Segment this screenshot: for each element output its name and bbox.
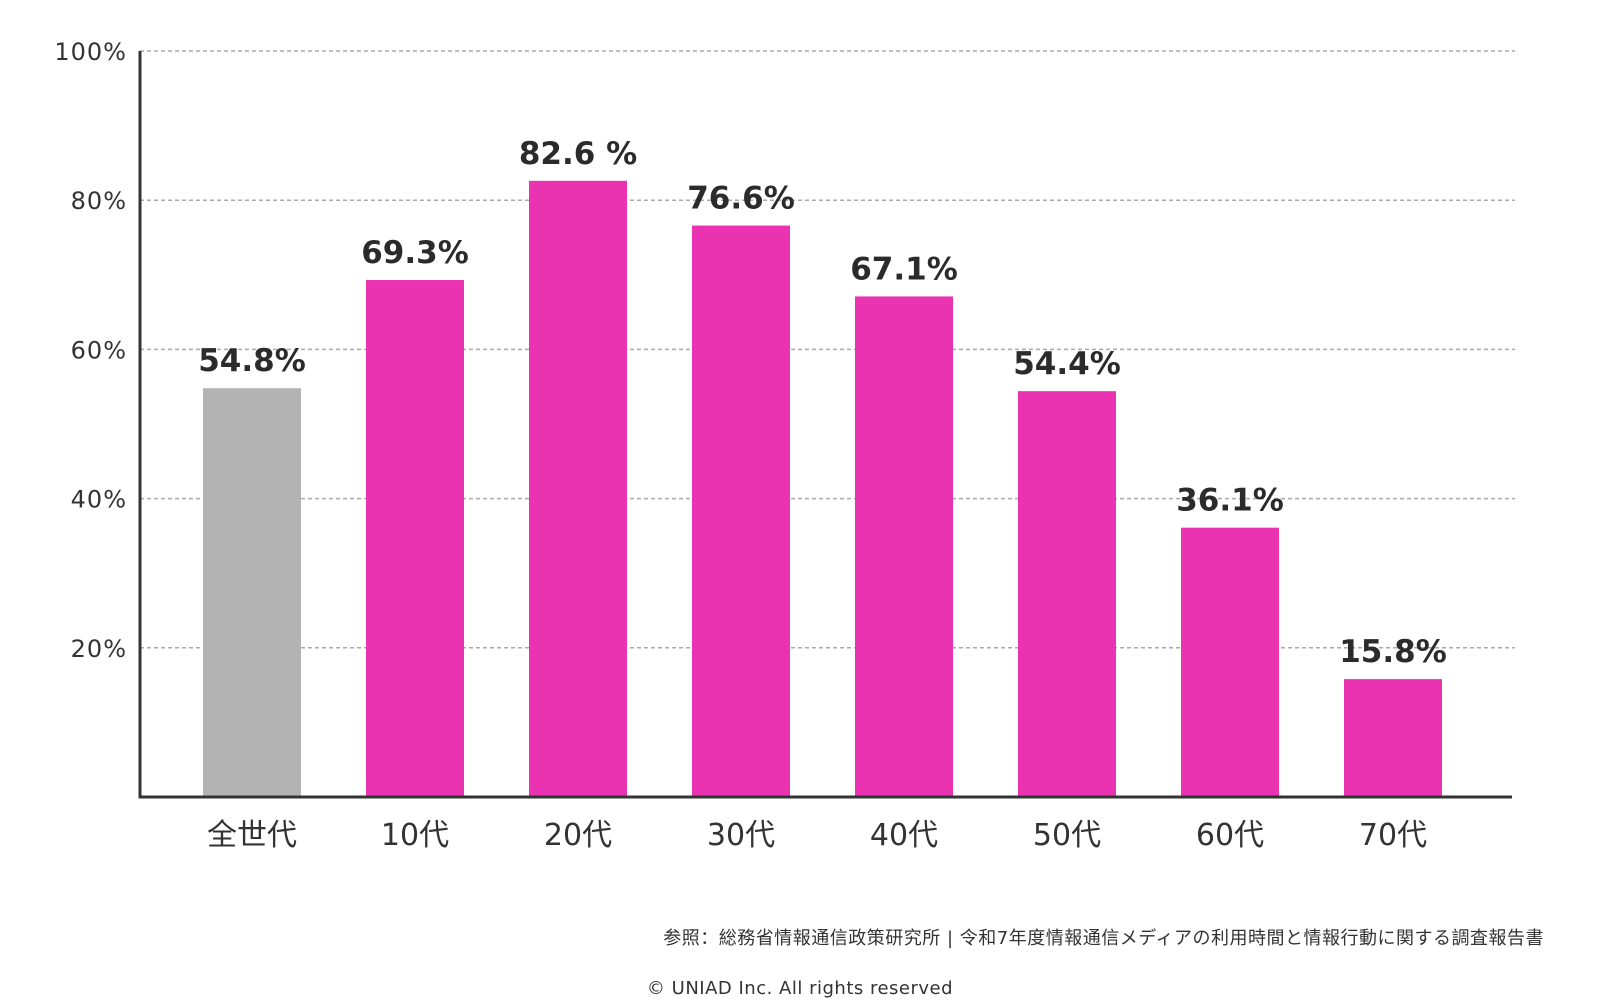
label-layer: 20% 40% 60% 80% 100% 54.8% 全世代 69.3% 10代 82.6 % 20… <box>54 38 1446 853</box>
x-tick-label: 20代 <box>544 818 612 853</box>
bar-8 <box>1344 679 1442 797</box>
grid-layer <box>140 50 1515 649</box>
bar-3 <box>529 180 627 797</box>
y-tick-label: 40% <box>71 486 127 514</box>
y-tick-label: 100% <box>54 38 127 66</box>
y-tick-label: 60% <box>71 336 127 364</box>
bar-layer <box>203 180 1442 798</box>
data-label: 82.6 % <box>519 136 637 172</box>
bar-6 <box>1018 391 1116 797</box>
bar-4 <box>692 225 790 798</box>
y-tick-label: 80% <box>71 187 127 215</box>
data-label: 15.8% <box>1339 634 1447 670</box>
x-tick-label: 30代 <box>707 818 775 853</box>
bar-1 <box>203 388 301 797</box>
bar-2 <box>366 280 464 798</box>
bar-5 <box>855 296 953 797</box>
x-tick-label: 70代 <box>1359 818 1427 853</box>
copyright-note: © UNIAD Inc. All rights reserved <box>646 978 954 999</box>
x-tick-label: 10代 <box>381 818 449 853</box>
data-label: 67.1% <box>850 251 958 287</box>
x-tick-label: 50代 <box>1033 818 1101 853</box>
data-label: 36.1% <box>1176 483 1284 519</box>
bar-7 <box>1181 527 1279 797</box>
x-tick-label: 40代 <box>870 818 938 853</box>
x-tick-label: 全世代 <box>207 818 297 853</box>
data-label: 54.4% <box>1013 346 1121 382</box>
data-label: 54.8% <box>198 343 306 379</box>
source-note: 参照：総務省情報通信政策研究所 | 令和7年度情報通信メディアの利用時間と情報行… <box>663 928 1544 949</box>
data-label: 76.6% <box>687 181 795 217</box>
data-label: 69.3% <box>361 235 469 271</box>
y-tick-label: 20% <box>71 635 127 663</box>
axis-layer <box>138 51 1512 799</box>
x-tick-label: 60代 <box>1196 818 1264 853</box>
